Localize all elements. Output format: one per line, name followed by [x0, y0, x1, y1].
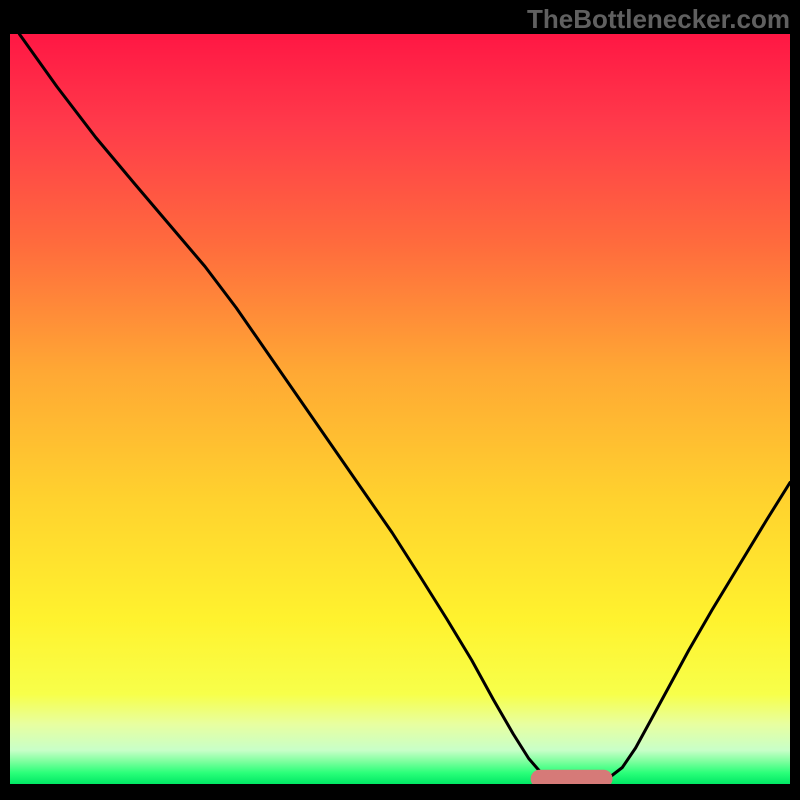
plot-area	[10, 34, 790, 784]
optimal-marker	[531, 770, 613, 784]
chart-overlay	[10, 34, 790, 784]
watermark-text: TheBottlenecker.com	[527, 4, 790, 35]
bottleneck-curve	[19, 34, 790, 779]
